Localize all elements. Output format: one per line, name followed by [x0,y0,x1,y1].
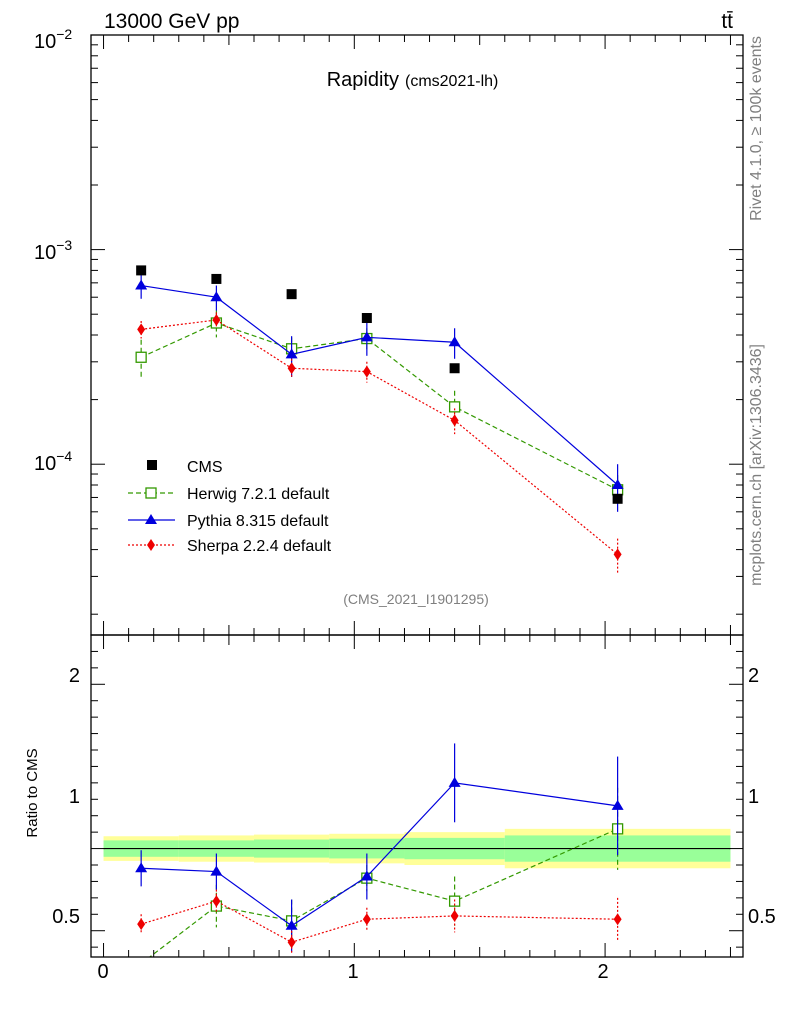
ratio-frame [90,634,744,958]
point-pythia [448,336,461,347]
point-herwig [448,401,461,413]
legend-marker-sherpa [147,539,155,551]
point-cms [612,493,623,504]
point-pythia [135,279,148,290]
rivet-version-label: Rivet 4.1.0, ≥ 100k events [748,36,765,221]
ratio-tick-label-right-1: 1 [748,786,759,808]
point-cms [211,273,222,284]
series-line-sherpa [141,319,618,555]
series-line-herwig [140,322,618,491]
ratio-point-sherpa [613,913,622,926]
point-sherpa [362,365,371,378]
legend-marker-cms [147,460,157,470]
x-tick-label-2: 2 [597,961,608,983]
legend-label-cms: CMS [187,459,223,476]
ratio-tick-label-right-2: 2 [748,665,759,687]
point-pythia [611,479,624,489]
ratio-axis-label: Ratio to CMS [24,748,41,837]
ratio-point-sherpa [137,918,146,931]
y-tick-label-1e-2: 10−2 [34,26,72,53]
legend: CMS Herwig 7.2.1 default Pythia 8.315 de… [128,459,332,555]
ratio-tick-label-left-1: 1 [69,786,80,808]
x-tick-label-1: 1 [347,961,358,983]
legend-label-pythia: Pythia 8.315 default [187,513,329,530]
point-sherpa [287,362,296,375]
ratio-tick-label-right-0.5: 0.5 [748,906,776,928]
point-sherpa [613,548,622,561]
point-cms [449,363,460,374]
x-tick-label-0: 0 [97,961,108,983]
point-pythia [210,291,223,302]
ratio-point-pythia [611,799,624,810]
ratio-point-herwig [136,959,146,969]
ratio-point-pythia [285,919,298,930]
chart-subtitle: (cms2021-lh) [405,73,498,90]
chart-title: Rapidity [327,69,399,91]
point-herwig [135,351,147,363]
point-sherpa [137,323,146,336]
analysis-id: (CMS_2021_I1901295) [343,591,489,607]
point-pythia [360,331,373,342]
legend-label-herwig: Herwig 7.2.1 default [187,486,330,503]
point-cms [361,313,372,324]
legend-label-sherpa: Sherpa 2.2.4 default [187,538,332,555]
ratio-point-pythia [210,865,223,876]
ratio-point-sherpa [212,895,221,908]
ratio-tick-label-left-0.5: 0.5 [52,906,80,928]
process-label: tt̄ [721,10,733,33]
point-pythia [285,348,298,359]
ratio-point-sherpa [287,936,296,949]
ratio-line-herwig [148,828,618,957]
series-line-pythia [141,284,619,486]
ratio-point-pythia [448,776,461,787]
y-tick-label-1e-3: 10−3 [34,237,72,264]
y-tick-label-1e-4: 10−4 [34,448,72,475]
point-sherpa [212,313,221,326]
ratio-line-sherpa [140,900,618,943]
ratio-point-pythia [135,862,148,873]
ratio-line-pythia [141,782,618,927]
ratio-tick-label-left-2: 2 [69,665,80,687]
ratio-point-sherpa [450,909,459,922]
ratio-point-pythia [360,870,373,881]
beam-label: 13000 GeV pp [104,10,239,33]
mcplots-label: mcplots.cern.ch [arXiv:1306.3436] [748,344,765,586]
point-cms [136,265,147,276]
ratio-point-sherpa [362,913,371,926]
point-sherpa [450,414,459,427]
legend-marker-herwig [145,487,157,499]
point-cms [286,289,297,300]
legend-marker-pythia [145,514,157,524]
